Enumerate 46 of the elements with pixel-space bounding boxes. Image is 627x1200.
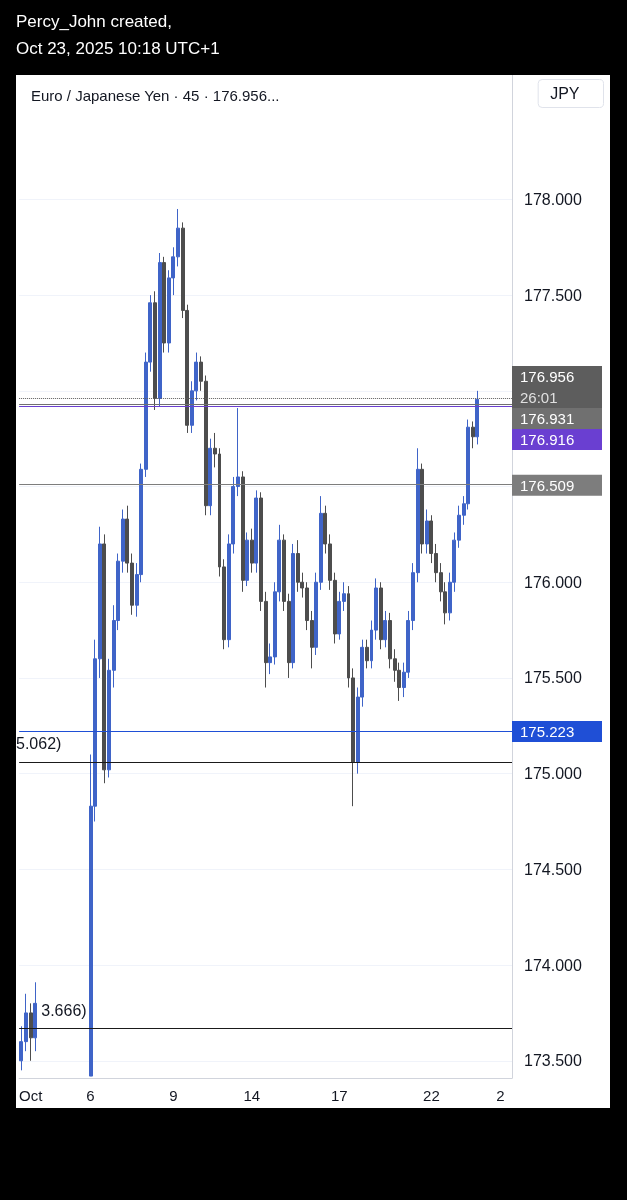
candlestick: [33, 981, 37, 1052]
candlestick: [471, 420, 475, 449]
text: Percy_John created,: [16, 12, 172, 32]
text: Euro / Japanese Yen · 45 · 176.956...: [31, 87, 280, 104]
candlestick: [420, 463, 424, 555]
ref-line-label: 176.509: [520, 476, 575, 494]
candlestick: [241, 470, 245, 593]
y-tick-label: 176.000: [524, 573, 582, 591]
ref-line-label: 176.956: [520, 368, 575, 386]
candlestick: [162, 256, 166, 354]
x-tick-label: 17: [330, 1087, 348, 1104]
text: 26:01: [520, 389, 558, 407]
y-tick-label: 175.500: [524, 669, 582, 687]
y-tick-label: 178.000: [524, 190, 582, 208]
x-tick-label: 2: [496, 1087, 505, 1104]
candlestick: [254, 489, 258, 574]
y-tick-label: 177.500: [524, 286, 582, 304]
y-tick-label: 175.000: [524, 765, 582, 783]
x-tick-label: 6: [86, 1087, 95, 1104]
x-tick-label: 9: [169, 1087, 178, 1104]
candlestick: [245, 531, 249, 587]
annotation: 5.062): [16, 735, 62, 753]
candlestick: [383, 610, 387, 648]
ref-line-label: 176.916: [520, 431, 575, 449]
y-tick-label: 173.500: [524, 1052, 582, 1070]
ref-line-label: 175.223: [520, 722, 575, 740]
y-tick-label: 174.500: [524, 860, 582, 878]
candlestick: [208, 438, 212, 516]
text: Oct 23, 2025 10:18 UTC+1: [16, 39, 220, 59]
candlestick: [29, 1002, 33, 1062]
candlestick: [153, 290, 157, 411]
candlestick: [291, 543, 295, 669]
candlestick: [365, 639, 369, 669]
candlestick: [425, 509, 429, 555]
candlestick: [158, 252, 162, 407]
candlestick: [250, 528, 254, 574]
ref-line-label: 176.931: [520, 410, 575, 428]
candlestick: [379, 581, 383, 650]
x-tick-label: 14: [243, 1087, 261, 1104]
annotation: 3.666): [41, 1002, 87, 1020]
y-tick-label: 174.000: [524, 956, 582, 974]
text: JPY: [550, 85, 580, 102]
candlestick: [102, 533, 106, 784]
candlestick: [475, 390, 479, 445]
x-tick-label: 22: [423, 1087, 440, 1104]
x-tick-label: Oct: [18, 1087, 44, 1104]
